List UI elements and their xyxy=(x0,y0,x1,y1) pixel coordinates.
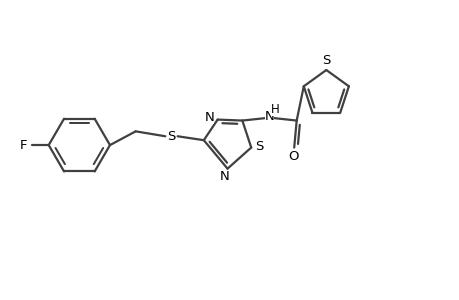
Text: S: S xyxy=(255,140,263,153)
Text: O: O xyxy=(287,150,298,163)
Text: N: N xyxy=(264,110,274,123)
Text: N: N xyxy=(220,169,230,182)
Text: F: F xyxy=(20,139,27,152)
Text: H: H xyxy=(270,103,279,116)
Text: N: N xyxy=(204,111,213,124)
Text: S: S xyxy=(321,54,330,67)
Text: S: S xyxy=(167,130,175,143)
